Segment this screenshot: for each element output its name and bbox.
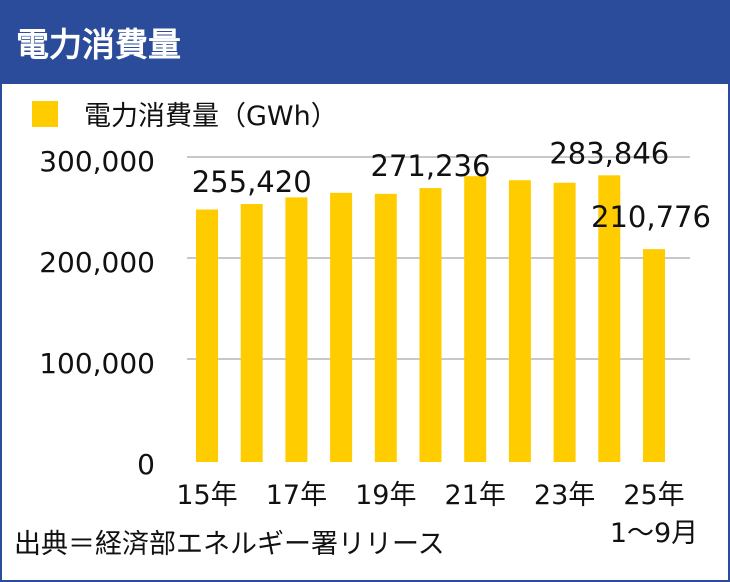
data-label: 210,776 bbox=[591, 200, 711, 234]
bar-23年 bbox=[553, 182, 576, 463]
x-tick-label: 21年 bbox=[445, 480, 506, 511]
x-tick-label: 17年 bbox=[266, 480, 327, 511]
x-tick-sublabel: 1〜9月 bbox=[610, 518, 698, 549]
bar-21年 bbox=[464, 176, 487, 463]
x-tick-label: 19年 bbox=[355, 480, 416, 511]
data-label: 255,420 bbox=[192, 165, 312, 199]
bar-22年 bbox=[508, 180, 531, 462]
y-tick-label: 0 bbox=[137, 448, 155, 481]
bar-17年 bbox=[285, 197, 308, 462]
bar-18年 bbox=[330, 192, 353, 462]
bar-15年 bbox=[196, 209, 218, 462]
bar-24年 bbox=[598, 175, 621, 462]
x-tick-label: 23年 bbox=[534, 480, 595, 511]
bar-16年 bbox=[240, 204, 263, 462]
legend-swatch bbox=[32, 100, 58, 127]
bar-20年 bbox=[419, 188, 442, 462]
x-tick-label: 15年 bbox=[176, 480, 237, 511]
legend: 電力消費量（GWh） bbox=[32, 94, 338, 133]
legend-label: 電力消費量（GWh） bbox=[84, 101, 338, 132]
page-title: 電力消費量 bbox=[16, 25, 181, 64]
source-note: 出典＝経済部エネルギー署リリース bbox=[14, 529, 445, 560]
y-tick-label: 100,000 bbox=[39, 347, 155, 380]
data-label: 271,236 bbox=[371, 149, 491, 183]
x-tick-label: 25年 bbox=[623, 480, 684, 511]
bar-25年 bbox=[643, 249, 665, 462]
header-bar: 電力消費量 bbox=[2, 2, 728, 84]
bar-19年 bbox=[374, 193, 397, 462]
y-tick-label: 300,000 bbox=[39, 145, 155, 178]
data-label: 283,846 bbox=[549, 136, 669, 170]
y-tick-label: 200,000 bbox=[39, 246, 155, 279]
